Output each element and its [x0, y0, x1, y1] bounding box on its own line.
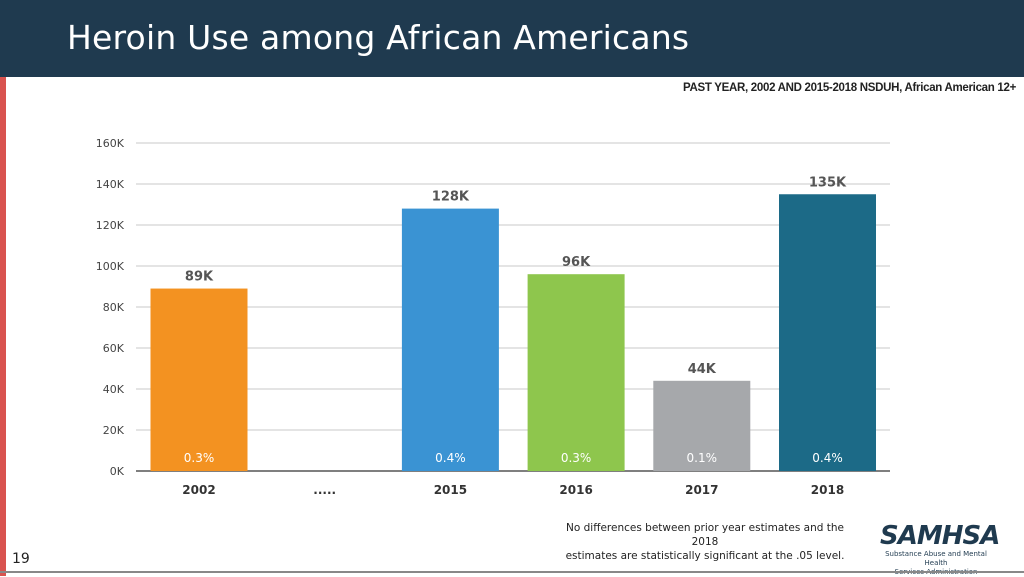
bar-value-label: 89K: [185, 270, 214, 285]
y-tick-label: 100K: [96, 260, 125, 273]
y-tick-label: 40K: [103, 383, 125, 396]
samhsa-logo: SAMHSA Substance Abuse and Mental Health…: [880, 522, 1000, 577]
footer-rule: [0, 571, 1024, 573]
y-tick-label: 160K: [96, 137, 125, 150]
bar-percent-label: 0.3%: [184, 451, 215, 465]
y-tick-label: 120K: [96, 219, 125, 232]
y-tick-label: 0K: [110, 465, 125, 478]
x-tick-label: 2018: [811, 483, 844, 497]
bar: [527, 274, 625, 471]
bar: [150, 288, 248, 471]
bar: [779, 194, 876, 471]
y-tick-label: 60K: [103, 342, 125, 355]
slide-title: Heroin Use among African Americans: [67, 18, 690, 57]
logo-tagline-1: Substance Abuse and Mental Health: [885, 550, 987, 567]
logo-wordmark: SAMHSA: [880, 521, 1000, 551]
x-tick-label: 2015: [434, 483, 467, 497]
bar-value-label: 135K: [809, 175, 847, 190]
bar-value-label: 96K: [562, 255, 591, 270]
bar-value-label: 128K: [432, 190, 470, 205]
x-tick-label: 2017: [685, 483, 718, 497]
footnote: No differences between prior year estima…: [555, 521, 855, 563]
bar-value-label: 44K: [688, 362, 717, 377]
y-tick-label: 80K: [103, 301, 125, 314]
page-number: 19: [12, 551, 30, 567]
slide-subtitle: PAST YEAR, 2002 AND 2015-2018 NSDUH, Afr…: [682, 82, 1016, 94]
accent-stripe: [0, 0, 6, 576]
footnote-line-2: estimates are statistically significant …: [565, 550, 845, 562]
bar-percent-label: 0.3%: [561, 451, 592, 465]
x-tick-label: 2002: [182, 483, 215, 497]
bar: [401, 208, 499, 471]
y-tick-label: 140K: [96, 178, 125, 191]
bar-percent-label: 0.4%: [812, 451, 843, 465]
footnote-line-1: No differences between prior year estima…: [566, 522, 844, 548]
x-tick-label: 2016: [559, 483, 592, 497]
y-tick-label: 20K: [103, 424, 125, 437]
x-tick-label: .....: [313, 483, 336, 497]
bar: [653, 380, 751, 471]
slide-header: Heroin Use among African Americans: [0, 0, 1024, 77]
bar-percent-label: 0.4%: [435, 451, 466, 465]
bar-percent-label: 0.1%: [687, 451, 718, 465]
